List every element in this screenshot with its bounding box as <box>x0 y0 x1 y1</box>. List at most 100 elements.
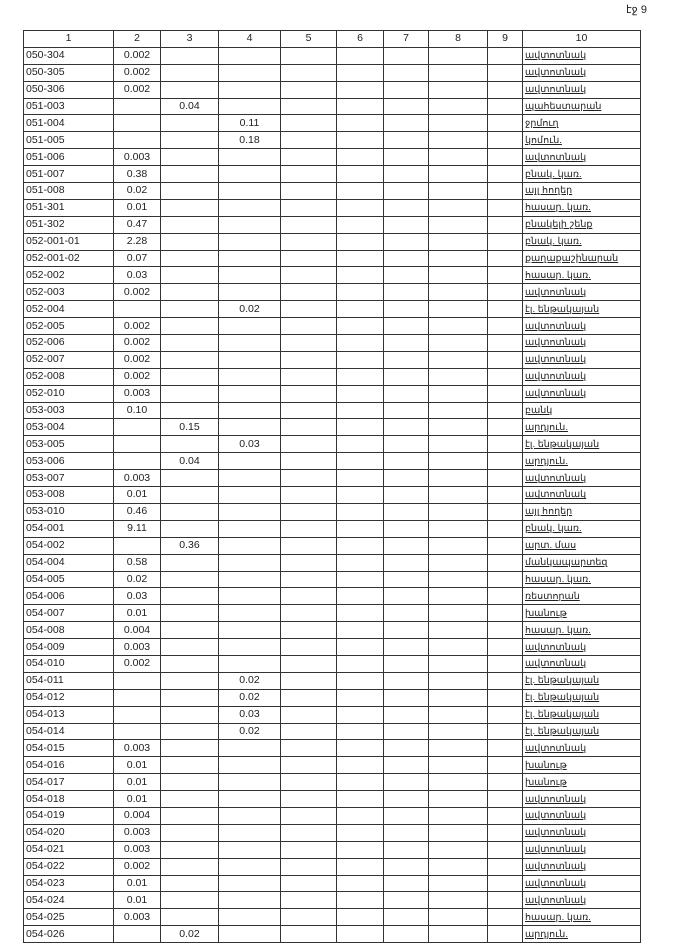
cell-col-3 <box>160 739 219 758</box>
cell-code: 052-007 <box>23 350 114 369</box>
cell-col-4 <box>218 638 281 656</box>
cell-code: 052-008 <box>23 367 114 386</box>
table-row: 054-025 0.003 հասար. կառ. <box>23 908 641 927</box>
cell-col-4: 0.03 <box>218 705 281 724</box>
column-header: 8 <box>428 30 488 48</box>
cell-col-8 <box>428 823 488 842</box>
cell-code: 050-305 <box>23 63 114 82</box>
cell-col-4 <box>218 857 281 876</box>
cell-col-6 <box>336 773 384 792</box>
cell-col-7 <box>383 587 429 606</box>
cell-code: 054-006 <box>23 587 114 606</box>
cell-col-2: 0.003 <box>113 638 161 656</box>
cell-col-5 <box>280 334 337 352</box>
cell-col-9 <box>487 502 523 521</box>
cell-col-7 <box>383 182 429 200</box>
cell-col-6 <box>336 469 384 488</box>
cell-col-2: 0.01 <box>113 790 161 808</box>
table-row: 054-008 0.004 հասար. կառ. <box>23 621 641 640</box>
cell-col-8 <box>428 486 488 504</box>
table-row: 050-305 0.002 ավտոտնակ <box>23 63 641 82</box>
cell-col-5 <box>280 891 337 910</box>
cell-col-8 <box>428 688 488 707</box>
cell-code: 051-008 <box>23 182 114 200</box>
cell-col-6 <box>336 638 384 656</box>
cell-col-7 <box>383 334 429 352</box>
cell-col-3: 0.04 <box>160 452 219 471</box>
table-row: 053-007 0.003 ավտոտնակ <box>23 469 641 488</box>
cell-col-6 <box>336 401 384 420</box>
cell-land-use: արդյուն. <box>522 925 641 944</box>
cell-col-8 <box>428 435 488 454</box>
cell-land-use: ավտոտնակ <box>522 148 641 167</box>
cell-col-6 <box>336 925 384 944</box>
cell-code: 054-001 <box>23 519 114 538</box>
cell-col-9 <box>487 182 523 200</box>
cell-col-3 <box>160 587 219 606</box>
table-row: 053-010 0.46 այլ հողեր <box>23 502 641 521</box>
table-row: 052-004 0.02 էլ. ենթակայան <box>23 300 641 319</box>
cell-col-9 <box>487 300 523 319</box>
cell-col-6 <box>336 131 384 150</box>
cell-col-6 <box>336 654 384 673</box>
cell-land-use: ավտոտնակ <box>522 874 641 893</box>
cell-land-use: հասար. կառ. <box>522 908 641 927</box>
table-row: 054-024 0.01 ավտոտնակ <box>23 891 641 910</box>
cell-col-4 <box>218 469 281 488</box>
cell-col-8 <box>428 806 488 825</box>
cell-col-8 <box>428 925 488 944</box>
cell-col-5 <box>280 486 337 504</box>
cell-col-6 <box>336 198 384 217</box>
cell-col-7 <box>383 114 429 133</box>
table-row: 052-008 0.002 ավտոտնակ <box>23 367 641 386</box>
table-row: 050-306 0.002 ավտոտնակ <box>23 80 641 99</box>
cell-col-4 <box>218 587 281 606</box>
cell-col-2: 0.003 <box>113 469 161 488</box>
cell-col-6 <box>336 536 384 555</box>
cell-col-2: 0.01 <box>113 198 161 217</box>
cell-col-4: 0.02 <box>218 722 281 741</box>
cell-col-8 <box>428 249 488 268</box>
cell-land-use: ավտոտնակ <box>522 283 641 302</box>
cell-col-2 <box>113 671 161 690</box>
cell-land-use: ավտոտնակ <box>522 46 641 65</box>
cell-land-use: էլ. ենթակայան <box>522 705 641 724</box>
cell-col-8 <box>428 638 488 656</box>
cell-land-use: ավտոտնակ <box>522 317 641 336</box>
cell-col-5 <box>280 840 337 859</box>
cell-land-use: ավտոտնակ <box>522 840 641 859</box>
cell-col-9 <box>487 114 523 133</box>
cell-col-7 <box>383 823 429 842</box>
cell-col-2: 0.003 <box>113 840 161 859</box>
cell-col-2: 0.004 <box>113 806 161 825</box>
column-header: 4 <box>218 30 281 48</box>
cell-col-7 <box>383 401 429 420</box>
cell-land-use: արդյուն. <box>522 452 641 471</box>
cell-land-use: ավտոտնակ <box>522 350 641 369</box>
cell-col-3 <box>160 722 219 741</box>
cell-col-8 <box>428 840 488 859</box>
cell-col-9 <box>487 840 523 859</box>
cell-col-9 <box>487 401 523 420</box>
cell-code: 051-302 <box>23 215 114 234</box>
cell-col-8 <box>428 739 488 758</box>
column-header: 5 <box>280 30 337 48</box>
cell-col-9 <box>487 97 523 116</box>
cell-col-8 <box>428 519 488 538</box>
cell-col-2: 0.003 <box>113 384 161 403</box>
cell-col-3 <box>160 806 219 825</box>
cell-col-9 <box>487 46 523 65</box>
cell-col-6 <box>336 604 384 623</box>
cell-code: 052-001-02 <box>23 249 114 268</box>
cell-col-7 <box>383 97 429 116</box>
cell-col-4 <box>218 502 281 521</box>
cell-code: 052-010 <box>23 384 114 403</box>
table-row: 054-015 0.003 ավտոտնակ <box>23 739 641 758</box>
cell-col-6 <box>336 317 384 336</box>
table-row: 052-002 0.03 հասար. կառ. <box>23 266 641 285</box>
cell-col-3: 0.02 <box>160 925 219 944</box>
cell-col-5 <box>280 705 337 724</box>
cell-col-4 <box>218 553 281 572</box>
table-row: 054-004 0.58 մանկապարտեզ <box>23 553 641 572</box>
cell-col-3 <box>160 114 219 133</box>
